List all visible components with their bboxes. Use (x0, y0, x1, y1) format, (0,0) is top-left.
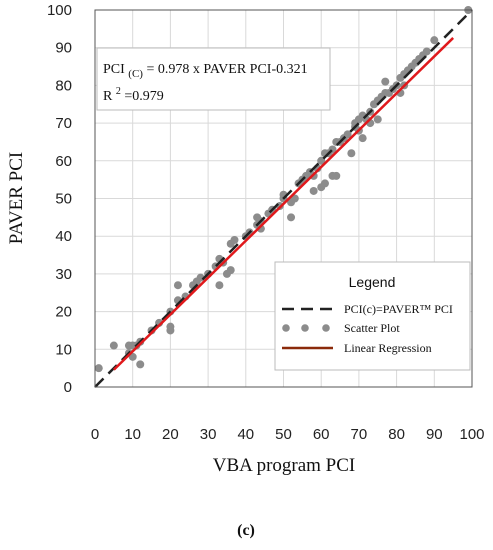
scatter-point (109, 341, 118, 350)
scatter-point (373, 115, 382, 124)
legend-title: Legend (349, 274, 396, 290)
scatter-point (332, 171, 341, 180)
y-axis-title: PAVER PCI (6, 152, 27, 244)
y-tick-label: 20 (55, 304, 72, 321)
scatter-point (94, 364, 103, 373)
scatter-point (430, 36, 439, 45)
y-tick-label: 50 (55, 191, 72, 208)
equation-body: = 0.978 x PAVER PCI-0.321 (146, 62, 307, 77)
scatter-point (347, 149, 356, 158)
equation-prefix: PCI (103, 62, 125, 77)
scatter-point (226, 266, 235, 275)
scatter-point (230, 235, 239, 244)
scatter-point (343, 130, 352, 139)
y-tick-label: 10 (55, 341, 72, 358)
legend-label-scatter: Scatter Plot (344, 321, 400, 335)
scatter-point (215, 281, 224, 290)
y-tick-label: 0 (64, 379, 72, 396)
x-tick-label: 80 (388, 426, 405, 443)
y-tick-label: 40 (55, 228, 72, 245)
scatter-point (422, 47, 431, 56)
scatter-point (173, 281, 182, 290)
y-tick-label: 80 (55, 77, 72, 94)
y-tick-label: 70 (55, 115, 72, 132)
y-tick-label: 60 (55, 153, 72, 170)
scatter-point (320, 179, 329, 188)
x-tick-label: 10 (124, 426, 141, 443)
x-tick-label: 0 (91, 426, 99, 443)
scatter-point (358, 134, 367, 143)
x-tick-label: 70 (351, 426, 368, 443)
x-tick-label: 100 (459, 426, 484, 443)
y-tick-label: 30 (55, 266, 72, 283)
y-tick-label: 100 (47, 2, 72, 19)
r-squared-value: =0.979 (124, 89, 163, 104)
equation-subscript: (C) (128, 68, 143, 80)
scatter-point (136, 360, 145, 369)
equation-line-2: R 2 =0.979 (103, 83, 164, 104)
legend-marker-swatch (282, 324, 330, 332)
legend-label-paver-line: PCI(c)=PAVER™ PCI (344, 302, 453, 316)
x-tick-label: 90 (426, 426, 443, 443)
legend: Legend PCI(c)=PAVER™ PCI Scatter Plot Li… (274, 261, 471, 371)
x-axis-title: VBA program PCI (213, 455, 356, 476)
regression-line (112, 37, 455, 371)
fit-lines (94, 9, 473, 388)
x-tick-label: 30 (200, 426, 217, 443)
panel-label: (c) (237, 522, 255, 539)
equation-line-1: PCI (C) = 0.978 x PAVER PCI-0.321 (103, 62, 308, 81)
r-squared-superscript: 2 (116, 86, 121, 97)
y-tick-label: 90 (55, 40, 72, 57)
x-tick-label: 50 (275, 426, 292, 443)
legend-label-regression: Linear Regression (344, 341, 432, 355)
tick-labels: 0 10 20 30 40 50 60 70 80 90 100 0 10 20 30 40 50 60 70 80 9… (47, 2, 485, 443)
x-tick-label: 60 (313, 426, 330, 443)
r-squared-prefix: R (103, 89, 113, 104)
scatter-point (381, 77, 390, 86)
scatter-point (309, 186, 318, 195)
scatter-point (196, 273, 205, 282)
equality-line (94, 9, 473, 388)
equation-box: PCI (C) = 0.978 x PAVER PCI-0.321 R 2 =0… (96, 47, 331, 111)
x-tick-label: 20 (162, 426, 179, 443)
scatter-point (317, 156, 326, 165)
scatter-point (290, 194, 299, 203)
scatter-point (166, 326, 175, 335)
scatter-point (287, 213, 296, 222)
plot-frame (94, 9, 473, 388)
x-tick-label: 40 (237, 426, 254, 443)
